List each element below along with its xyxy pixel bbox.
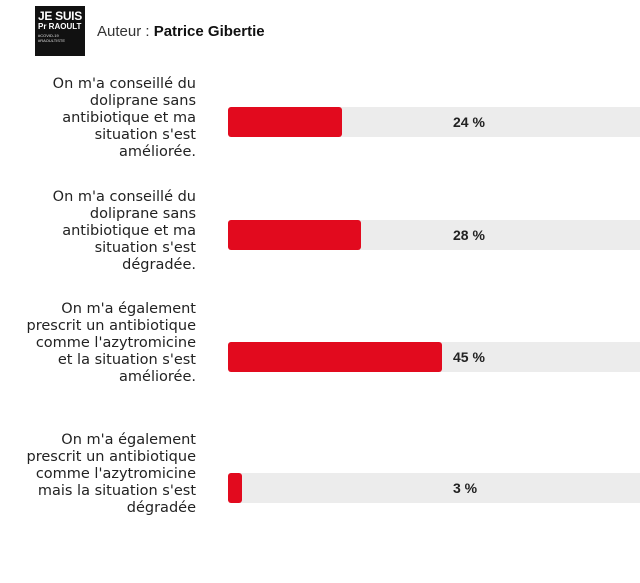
poll-percent-label: 3 % bbox=[453, 480, 478, 496]
post-header: JE SUIS Pr RAOULT #COVID-19 #RAOULTISTE … bbox=[35, 6, 265, 56]
poll-percent-label: 28 % bbox=[453, 227, 485, 243]
author-name[interactable]: Patrice Gibertie bbox=[153, 22, 265, 40]
poll-option-text: On m'a conseillé du doliprane sans antib… bbox=[52, 76, 196, 160]
poll-percent-label: 45 % bbox=[453, 349, 485, 365]
avatar-line-4: #RAOULTISTE bbox=[38, 38, 66, 43]
poll-option-text: On m'a également prescrit un antibiotiqu… bbox=[26, 432, 197, 516]
poll-bar-fill bbox=[228, 342, 442, 372]
poll-option-text: On m'a conseillé du doliprane sans antib… bbox=[52, 189, 196, 273]
avatar[interactable]: JE SUIS Pr RAOULT #COVID-19 #RAOULTISTE bbox=[35, 6, 85, 56]
poll-bar-track: 24 % bbox=[228, 107, 640, 137]
avatar-line-3: #COVID-19 bbox=[38, 33, 59, 38]
poll-bar-track: 28 % bbox=[228, 220, 640, 250]
poll-option-text: On m'a également prescrit un antibiotiqu… bbox=[26, 301, 197, 385]
poll-bar-track: 3 % bbox=[228, 473, 640, 503]
avatar-line-2: Pr RAOULT bbox=[38, 22, 82, 31]
poll-bar-fill bbox=[228, 107, 342, 137]
poll-percent-label: 24 % bbox=[453, 114, 485, 130]
avatar-line-1: JE SUIS bbox=[38, 9, 82, 23]
poll-bar-track: 45 % bbox=[228, 342, 640, 372]
poll-bar-fill bbox=[228, 220, 361, 250]
poll-bar-fill bbox=[228, 473, 242, 503]
author-label: Auteur : bbox=[97, 22, 154, 40]
author-line: Auteur : Patrice Gibertie bbox=[97, 23, 265, 40]
